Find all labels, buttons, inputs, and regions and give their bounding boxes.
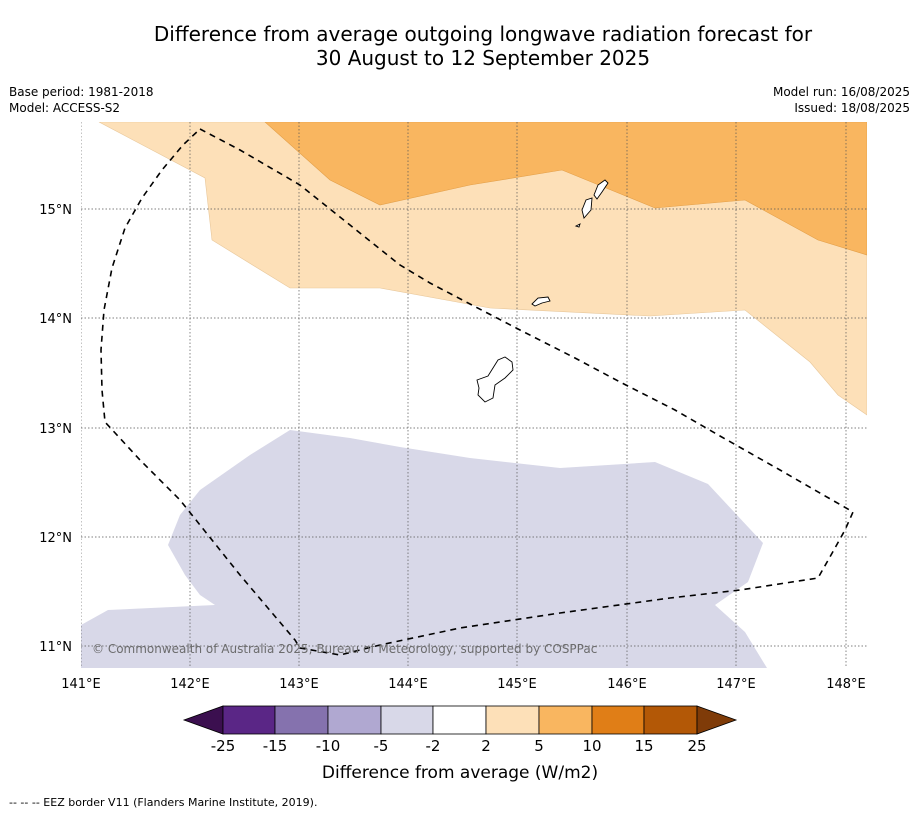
colorbar-under-arrow bbox=[182, 705, 224, 735]
grid-lines bbox=[81, 122, 867, 668]
eez-legend-note: -- -- -- EEZ border V11 (Flanders Marine… bbox=[9, 796, 318, 809]
colorbar-segments bbox=[222, 705, 698, 735]
meta-right: Model run: 16/08/2025 Issued: 18/08/2025 bbox=[773, 84, 910, 116]
colorbar-tick: -2 bbox=[426, 737, 441, 755]
map-figure: © Commonwealth of Australia 2025, Bureau… bbox=[39, 122, 867, 783]
colorbar-tick: -5 bbox=[374, 737, 389, 755]
lon-label: 147°E bbox=[716, 677, 756, 692]
anomaly-region-5-10 bbox=[264, 122, 867, 256]
island-guam bbox=[476, 356, 514, 403]
lon-label: 141°E bbox=[61, 677, 101, 692]
lon-label: 145°E bbox=[497, 677, 537, 692]
lon-label: 143°E bbox=[279, 677, 319, 692]
islands bbox=[476, 179, 609, 403]
colorbar-tick: 10 bbox=[582, 737, 601, 755]
island-tinian bbox=[581, 197, 593, 219]
colorbar-segment bbox=[591, 705, 645, 735]
model-name: Model: ACCESS-S2 bbox=[9, 101, 121, 115]
copyright-notice: © Commonwealth of Australia 2025, Bureau… bbox=[92, 642, 597, 656]
title-line-2: 30 August to 12 September 2025 bbox=[315, 46, 651, 70]
colorbar-tick: -10 bbox=[316, 737, 341, 755]
eez-border bbox=[100, 128, 855, 656]
lon-label: 144°E bbox=[388, 677, 428, 692]
meta-left: Base period: 1981-2018 Model: ACCESS-S2 bbox=[9, 84, 154, 116]
chart-title: Difference from average outgoing longwav… bbox=[0, 22, 919, 70]
lat-axis: 15°N 14°N 13°N 12°N 11°N bbox=[39, 203, 72, 655]
colorbar-tick: 15 bbox=[634, 737, 653, 755]
colorbar-label: Difference from average (W/m2) bbox=[322, 763, 598, 783]
map-panel: © Commonwealth of Australia 2025, Bureau… bbox=[81, 122, 867, 668]
lon-label: 142°E bbox=[170, 677, 210, 692]
colorbar-tick: 25 bbox=[687, 737, 706, 755]
lat-label: 14°N bbox=[39, 312, 72, 327]
colorbar-segment bbox=[432, 705, 487, 735]
lon-axis: 141°E 142°E 143°E 144°E 145°E 146°E 147°… bbox=[61, 677, 866, 692]
issued-date: Issued: 18/08/2025 bbox=[794, 101, 910, 115]
base-period: Base period: 1981-2018 bbox=[9, 85, 154, 99]
colorbar-tick: 5 bbox=[534, 737, 544, 755]
colorbar-tick: 2 bbox=[481, 737, 491, 755]
island-rota bbox=[531, 296, 551, 307]
colorbar-tick: -15 bbox=[263, 737, 288, 755]
island-saipan bbox=[593, 179, 609, 200]
colorbar-segment bbox=[538, 705, 593, 735]
colorbar-over-arrow bbox=[696, 705, 738, 735]
title-line-1: Difference from average outgoing longwav… bbox=[153, 22, 813, 46]
colorbar-ticks: -25 -15 -10 -5 -2 2 5 10 15 25 bbox=[211, 737, 707, 755]
lat-label: 11°N bbox=[39, 640, 72, 655]
island-aguijan bbox=[574, 223, 581, 228]
lon-label: 146°E bbox=[607, 677, 647, 692]
colorbar-tick: -25 bbox=[211, 737, 236, 755]
lat-label: 12°N bbox=[39, 531, 72, 546]
colorbar-segment bbox=[485, 705, 540, 735]
colorbar: -25 -15 -10 -5 -2 2 5 10 15 25 Differenc… bbox=[182, 705, 738, 783]
lat-label: 13°N bbox=[39, 422, 72, 437]
lat-label: 15°N bbox=[39, 203, 72, 218]
colorbar-segment bbox=[643, 705, 698, 735]
lon-label: 148°E bbox=[826, 677, 866, 692]
colorbar-segment bbox=[327, 705, 382, 735]
colorbar-segment bbox=[380, 705, 434, 735]
colorbar-segment bbox=[274, 705, 329, 735]
model-run: Model run: 16/08/2025 bbox=[772, 85, 910, 99]
colorbar-segment bbox=[222, 705, 276, 735]
